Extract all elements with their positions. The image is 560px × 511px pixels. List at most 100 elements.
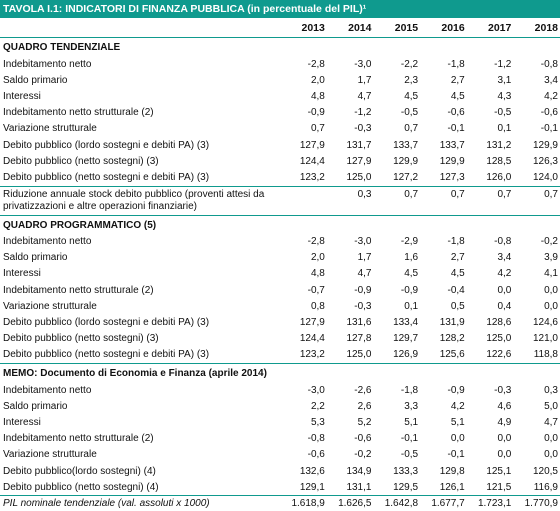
section-heading-row: QUADRO PROGRAMMATICO (5) <box>0 215 560 234</box>
value-cell: 4,5 <box>373 88 420 104</box>
year-header: 2015 <box>373 18 420 38</box>
value-cell: 127,9 <box>280 314 327 330</box>
table-title: TAVOLA I.1: INDICATORI DI FINANZA PUBBLI… <box>0 0 560 18</box>
value-cell: 0,0 <box>467 282 514 298</box>
value-cell: 0,5 <box>420 298 467 314</box>
table-row: Debito pubblico (netto sostegni e debiti… <box>0 169 560 186</box>
value-cell: 125,1 <box>467 463 514 479</box>
row-label: Indebitamento netto strutturale (2) <box>0 105 280 121</box>
row-label: Variazione strutturale <box>0 447 280 463</box>
value-cell: -0,2 <box>327 447 374 463</box>
row-label: Indebitamento netto strutturale (2) <box>0 431 280 447</box>
value-cell: 0,0 <box>420 431 467 447</box>
table-row: Indebitamento netto-2,8-3,0-2,9-1,8-0,8-… <box>0 234 560 250</box>
value-cell: 0,3 <box>513 382 560 398</box>
value-cell: 116,9 <box>513 479 560 496</box>
row-label: Interessi <box>0 266 280 282</box>
table-row: Debito pubblico (netto sostegni) (3)124,… <box>0 153 560 169</box>
value-cell: 126,0 <box>467 169 514 186</box>
value-cell: 122,6 <box>467 347 514 364</box>
value-cell: 3,3 <box>373 398 420 414</box>
value-cell: -0,8 <box>467 234 514 250</box>
year-header: 2016 <box>420 18 467 38</box>
value-cell: 4,8 <box>280 88 327 104</box>
value-cell: 4,2 <box>420 398 467 414</box>
value-cell: -3,0 <box>280 382 327 398</box>
value-cell: 124,4 <box>280 331 327 347</box>
value-cell: 4,9 <box>467 414 514 430</box>
row-label: Debito pubblico (netto sostegni e debiti… <box>0 169 280 186</box>
year-header: 2013 <box>280 18 327 38</box>
row-label: Saldo primario <box>0 250 280 266</box>
row-label: Variazione strutturale <box>0 121 280 137</box>
value-cell: 128,6 <box>467 314 514 330</box>
row-label: Debito pubblico (netto sostegni) (4) <box>0 479 280 496</box>
value-cell: 131,9 <box>420 314 467 330</box>
value-cell: 2,2 <box>280 398 327 414</box>
footer-row: PIL nominale tendenziale (val. assoluti … <box>0 496 560 511</box>
section-heading: QUADRO TENDENZIALE <box>0 38 560 57</box>
value-cell: 133,7 <box>420 137 467 153</box>
value-cell: 2,3 <box>373 72 420 88</box>
footer-value: 1.642,8 <box>373 496 420 511</box>
value-cell: 0,4 <box>467 298 514 314</box>
value-cell: -0,5 <box>467 105 514 121</box>
value-cell: -0,2 <box>513 234 560 250</box>
value-cell: -0,6 <box>513 105 560 121</box>
value-cell: 4,6 <box>467 398 514 414</box>
value-cell: 0,7 <box>373 121 420 137</box>
value-cell: 0,0 <box>513 282 560 298</box>
value-cell: 0,0 <box>467 431 514 447</box>
value-cell: 0,0 <box>513 431 560 447</box>
value-cell: -1,2 <box>467 56 514 72</box>
value-cell: 126,1 <box>420 479 467 496</box>
year-header-row: 2013 2014 2015 2016 2017 2018 <box>0 18 560 38</box>
value-cell: -0,6 <box>327 431 374 447</box>
value-cell: -0,1 <box>420 121 467 137</box>
value-cell: 120,5 <box>513 463 560 479</box>
value-cell: 3,4 <box>513 72 560 88</box>
value-cell: 4,2 <box>513 88 560 104</box>
value-cell: 124,6 <box>513 314 560 330</box>
value-cell: -0,9 <box>327 282 374 298</box>
row-label: Debito pubblico (netto sostegni) (3) <box>0 153 280 169</box>
finance-indicators-table: 2013 2014 2015 2016 2017 2018 QUADRO TEN… <box>0 18 560 511</box>
value-cell: 0,7 <box>513 186 560 215</box>
value-cell: 127,9 <box>280 137 327 153</box>
footer-value: 1.723,1 <box>467 496 514 511</box>
value-cell: 127,3 <box>420 169 467 186</box>
row-label: Indebitamento netto strutturale (2) <box>0 282 280 298</box>
value-cell: 127,2 <box>373 169 420 186</box>
table-row: Debito pubblico (lordo sostegni e debiti… <box>0 314 560 330</box>
value-cell: -0,3 <box>467 382 514 398</box>
value-cell: 0,3 <box>327 186 374 215</box>
value-cell: 4,3 <box>467 88 514 104</box>
value-cell: 0,1 <box>373 298 420 314</box>
value-cell: -0,9 <box>420 382 467 398</box>
table-body: QUADRO TENDENZIALE Indebitamento netto-2,… <box>0 38 560 511</box>
section-heading: MEMO: Documento di Economia e Finanza (a… <box>0 364 560 383</box>
value-cell: 5,1 <box>373 414 420 430</box>
value-cell: 133,3 <box>373 463 420 479</box>
value-cell: 129,1 <box>280 479 327 496</box>
value-cell: 134,9 <box>327 463 374 479</box>
table-row: Debito pubblico (netto sostegni) (4)129,… <box>0 479 560 496</box>
value-cell: 0,7 <box>373 186 420 215</box>
value-cell: 129,5 <box>373 479 420 496</box>
value-cell: 131,6 <box>327 314 374 330</box>
header-empty-cell <box>0 18 280 38</box>
value-cell: -0,1 <box>420 447 467 463</box>
footer-value: 1.626,5 <box>327 496 374 511</box>
row-label: Indebitamento netto <box>0 382 280 398</box>
value-cell: 4,5 <box>420 88 467 104</box>
value-cell: 2,6 <box>327 398 374 414</box>
value-cell: 127,8 <box>327 331 374 347</box>
value-cell: 1,6 <box>373 250 420 266</box>
